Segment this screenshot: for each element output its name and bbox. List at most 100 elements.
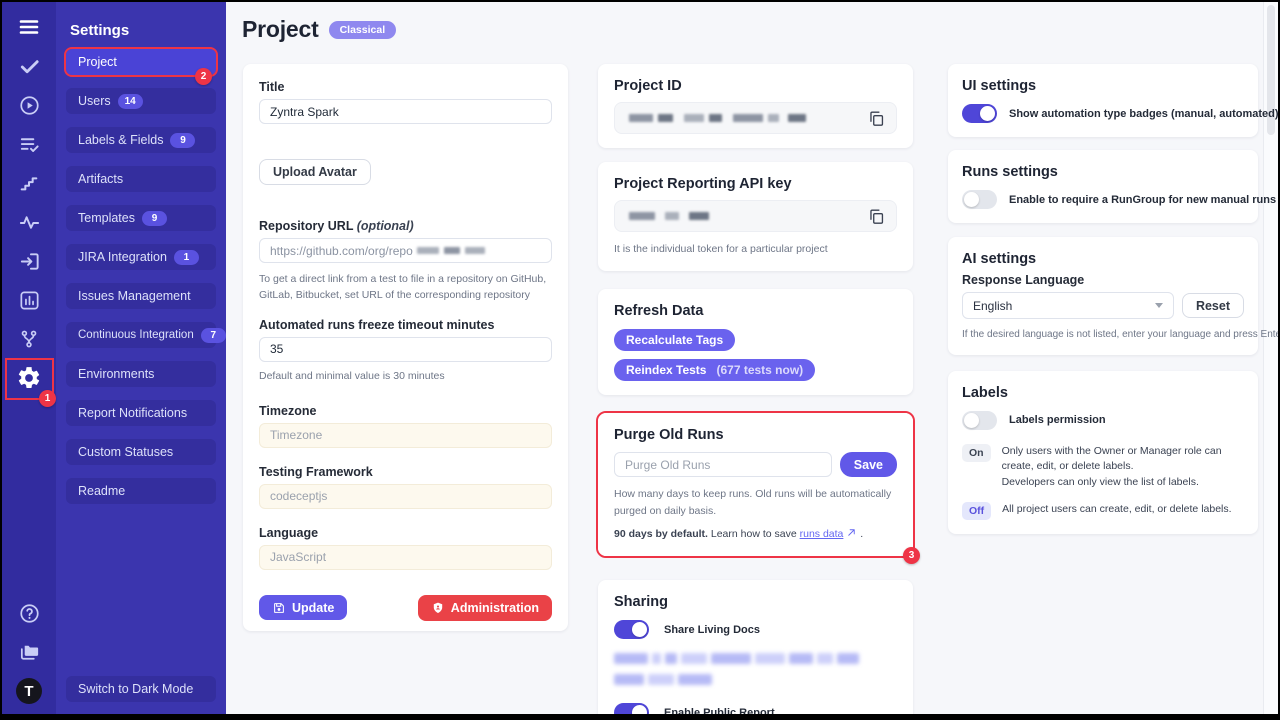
timezone-label: Timezone: [259, 403, 317, 418]
menu-icon[interactable]: [16, 14, 42, 40]
framework-input[interactable]: [259, 483, 552, 509]
sidebar-item-jira-integration[interactable]: JIRA Integration 1: [66, 244, 216, 270]
redacted-text: [684, 114, 704, 122]
git-branch-icon[interactable]: [16, 326, 42, 352]
import-login-icon[interactable]: [16, 248, 42, 274]
sharing-title: Sharing: [614, 594, 668, 611]
automation-badges-toggle[interactable]: [962, 104, 997, 123]
require-rungroup-toggle[interactable]: [962, 190, 997, 209]
labels-title: Labels: [962, 384, 1008, 401]
purge-input[interactable]: [614, 452, 832, 478]
page-header: Project Classical: [242, 16, 397, 43]
response-language-select[interactable]: English: [962, 292, 1174, 319]
help-icon[interactable]: [16, 600, 42, 626]
sidebar-item-custom-statuses[interactable]: Custom Statuses: [66, 439, 216, 465]
timeout-help: Default and minimal value is 30 minutes: [259, 369, 445, 382]
ui-settings-title: UI settings: [962, 78, 1037, 94]
purge-save-button[interactable]: Save: [839, 452, 897, 478]
column-settings: UI settings Show automation type badges …: [948, 64, 1278, 534]
project-id-card: Project ID: [598, 64, 913, 148]
sidebar-item-labels-fields[interactable]: Labels & Fields 9: [66, 127, 216, 153]
steps-icon[interactable]: [16, 170, 42, 196]
sidebar-item-issues-management[interactable]: Issues Management: [66, 283, 216, 309]
plans-list-check-icon[interactable]: [16, 131, 42, 157]
switch-dark-mode-button[interactable]: Switch to Dark Mode: [66, 676, 216, 702]
column-project-form: Title Upload Avatar Repository URL (opti…: [243, 64, 568, 631]
timeout-input[interactable]: [259, 336, 552, 362]
purge-help: How many days to keep runs. Old runs wil…: [614, 488, 892, 517]
runs-data-link[interactable]: runs data: [799, 527, 844, 540]
language-input[interactable]: [259, 544, 552, 570]
enable-public-report-toggle[interactable]: [614, 703, 649, 714]
runs-play-icon[interactable]: [16, 92, 42, 118]
sidebar-item-report-notifications[interactable]: Report Notifications: [66, 400, 216, 426]
labels-permission-toggle[interactable]: [962, 410, 997, 430]
repo-url-input[interactable]: https://github.com/org/repo: [259, 238, 552, 263]
redacted-text: [665, 212, 679, 220]
purge-title: Purge Old Runs: [614, 427, 724, 444]
redacted-text: [416, 247, 439, 254]
refresh-data-card: Refresh Data Recalculate Tags Reindex Te…: [598, 289, 913, 396]
labels-permission-label: Labels permission: [1009, 414, 1106, 426]
purge-old-runs-card: Purge Old Runs Save How many days to kee…: [598, 413, 913, 557]
sidebar-item-artifacts[interactable]: Artifacts: [66, 166, 216, 192]
reindex-tests-button[interactable]: Reindex Tests (677 tests now): [614, 359, 816, 382]
automation-badges-label: Show automation type badges (manual, aut…: [1009, 107, 1278, 120]
sidebar-item-users[interactable]: Users 14: [66, 88, 216, 114]
reset-button[interactable]: Reset: [1181, 293, 1244, 318]
redacted-text: [658, 114, 673, 122]
page-title: Project: [242, 16, 319, 42]
sidebar-item-readme[interactable]: Readme: [66, 478, 216, 504]
testomat-logo[interactable]: T: [16, 678, 42, 704]
scrollbar[interactable]: [1263, 2, 1278, 714]
labels-off-description: All project users can create, edit, or d…: [1002, 502, 1232, 515]
framework-label: Testing Framework: [259, 464, 373, 479]
gear-icon[interactable]: [16, 365, 42, 391]
title-label: Title: [259, 80, 285, 94]
sidebar-item-project[interactable]: Project 2: [64, 47, 218, 85]
annotation-box-1: [5, 358, 54, 400]
logo-letter: T: [16, 678, 42, 704]
timezone-input[interactable]: [259, 422, 552, 448]
title-input[interactable]: [259, 99, 552, 124]
redacted-text: [629, 114, 653, 122]
recalculate-tags-button[interactable]: Recalculate Tags: [614, 329, 736, 352]
api-key-title: Project Reporting API key: [614, 176, 792, 192]
administration-button[interactable]: Administration: [417, 594, 552, 621]
copy-icon[interactable]: [867, 109, 886, 128]
runs-settings-card: Runs settings Enable to require a RunGro…: [948, 150, 1276, 223]
living-docs-link-redacted: [614, 651, 897, 690]
redacted-text: [689, 212, 709, 220]
share-living-docs-label: Share Living Docs: [664, 623, 760, 636]
annotation-box-3: Purge Old Runs Save How many days to kee…: [596, 411, 920, 565]
update-button[interactable]: Update: [259, 595, 348, 621]
project-form-card: Title Upload Avatar Repository URL (opti…: [243, 64, 568, 631]
response-language-label: Response Language: [962, 273, 1085, 287]
require-rungroup-label: Enable to require a RunGroup for new man…: [1009, 193, 1277, 206]
annotation-badge-3: 3: [903, 547, 920, 565]
labels-on-description: Only users with the Owner or Manager rol…: [1001, 444, 1222, 489]
redacted-text: [768, 114, 779, 122]
count-badge: 1: [173, 249, 199, 265]
sidebar-item-continuous-integration[interactable]: Continuous Integration 7: [66, 322, 226, 348]
project-type-badge: Classical: [328, 20, 397, 39]
external-link-icon: [848, 529, 856, 536]
refresh-data-title: Refresh Data: [614, 303, 704, 320]
projects-folder-icon[interactable]: [16, 639, 42, 665]
count-badge: 9: [170, 132, 196, 148]
sidebar-item-environments[interactable]: Environments: [66, 361, 216, 387]
ui-settings-card: UI settings Show automation type badges …: [948, 64, 1278, 137]
project-id-title: Project ID: [614, 78, 682, 94]
repo-url-help: To get a direct link from a test to file…: [259, 273, 547, 302]
analytics-bar-chart-icon[interactable]: [16, 287, 42, 313]
copy-icon[interactable]: [867, 207, 886, 226]
scrollbar-thumb[interactable]: [1267, 5, 1275, 135]
sidebar-item-templates[interactable]: Templates 9: [66, 205, 216, 231]
timeout-label: Automated runs freeze timeout minutes: [259, 317, 495, 332]
redacted-text: [464, 247, 485, 254]
api-key-value: [614, 200, 897, 232]
upload-avatar-button[interactable]: Upload Avatar: [259, 159, 371, 185]
tests-check-icon[interactable]: [16, 53, 42, 79]
pulse-icon[interactable]: [16, 209, 42, 235]
share-living-docs-toggle[interactable]: [614, 620, 649, 640]
